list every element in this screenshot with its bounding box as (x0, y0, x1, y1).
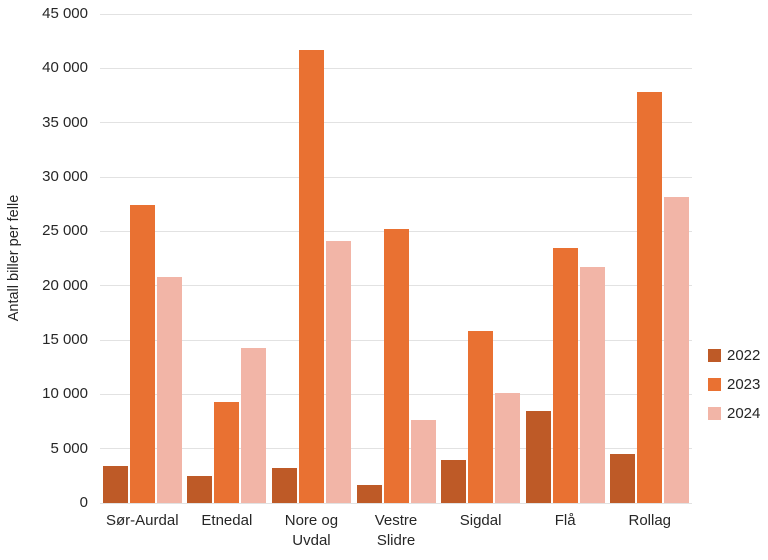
y-tick-label: 10 000 (42, 385, 88, 403)
y-axis-tick-labels: 45 000 40 000 35 000 30 000 25 000 20 000 15 0… (0, 5, 88, 511)
bar-2023 (298, 50, 324, 503)
bar-group-4 (354, 14, 439, 503)
bar-group-5 (438, 14, 523, 503)
x-axis-label-4: Vestre Slidre (374, 512, 418, 549)
bar-2024 (241, 348, 267, 503)
plot-area (100, 13, 692, 504)
bar-2023 (637, 92, 663, 503)
bar-group-3 (269, 14, 354, 503)
legend-swatch-icon (708, 378, 721, 391)
gridline-45000 (100, 13, 692, 15)
y-tick-label: 20 000 (42, 276, 88, 294)
bar-2022 (525, 411, 551, 503)
bar-2024 (579, 267, 605, 503)
legend-swatch-icon (708, 407, 721, 420)
bar-2023 (468, 331, 494, 503)
gridline-0 (100, 502, 692, 504)
legend-swatch-icon (708, 349, 721, 362)
bar-group-7 (607, 14, 692, 503)
legend-label: 2023 (727, 376, 761, 393)
bar-2024 (156, 277, 182, 503)
bar-2024 (495, 393, 521, 503)
bar-2022 (102, 466, 128, 503)
legend-item-2022: 2022 (708, 347, 760, 364)
y-tick-label: 15 000 (42, 331, 88, 348)
x-axis-label-1: Sør-Aurdal (106, 512, 179, 529)
y-tick-label: 40 000 (42, 59, 88, 77)
bar-2022 (441, 460, 467, 503)
bar-2023 (214, 402, 240, 503)
legend-item-2023: 2023 (708, 376, 760, 393)
legend-label: 2024 (727, 405, 761, 422)
gridline-30000 (100, 176, 692, 178)
legend: 2022 2023 2024 (708, 347, 760, 422)
x-axis-category-labels: Sør-Aurdal Etnedal Nore og Uvdal Vestre Sli… (100, 511, 692, 551)
bar-group-6 (523, 14, 608, 503)
bar-2024 (325, 241, 351, 503)
bar-2022 (271, 468, 297, 503)
bar-2022 (356, 485, 382, 503)
y-tick-label: 5 000 (50, 439, 88, 457)
gridline-35000 (100, 122, 692, 124)
y-tick-label: 30 000 (42, 168, 88, 185)
y-tick-label: 0 (79, 494, 88, 511)
bar-group-1 (100, 14, 185, 503)
bar-group-2 (185, 14, 270, 503)
x-axis-label-7: Rollag (628, 512, 672, 529)
y-tick-label: 35 000 (42, 113, 88, 131)
bar-2022 (610, 454, 636, 503)
x-axis-label-3: Nore og Uvdal (284, 512, 339, 549)
bar-2023 (552, 248, 578, 503)
bar-2023 (383, 229, 409, 503)
x-axis-label-6: Flå (554, 512, 576, 529)
y-tick-label: 45 000 (42, 5, 88, 22)
legend-label: 2022 (727, 347, 761, 364)
y-tick-label: 25 000 (42, 222, 88, 240)
bar-groups (100, 14, 692, 503)
x-axis-label-2: Etnedal (201, 512, 253, 529)
bar-2022 (187, 476, 213, 503)
bar-2024 (410, 420, 436, 503)
bar-2024 (664, 197, 690, 503)
gridline-40000 (100, 67, 692, 69)
bar-2023 (129, 205, 155, 503)
legend-item-2024: 2024 (708, 405, 760, 422)
x-axis-label-5: Sigdal (459, 512, 502, 529)
